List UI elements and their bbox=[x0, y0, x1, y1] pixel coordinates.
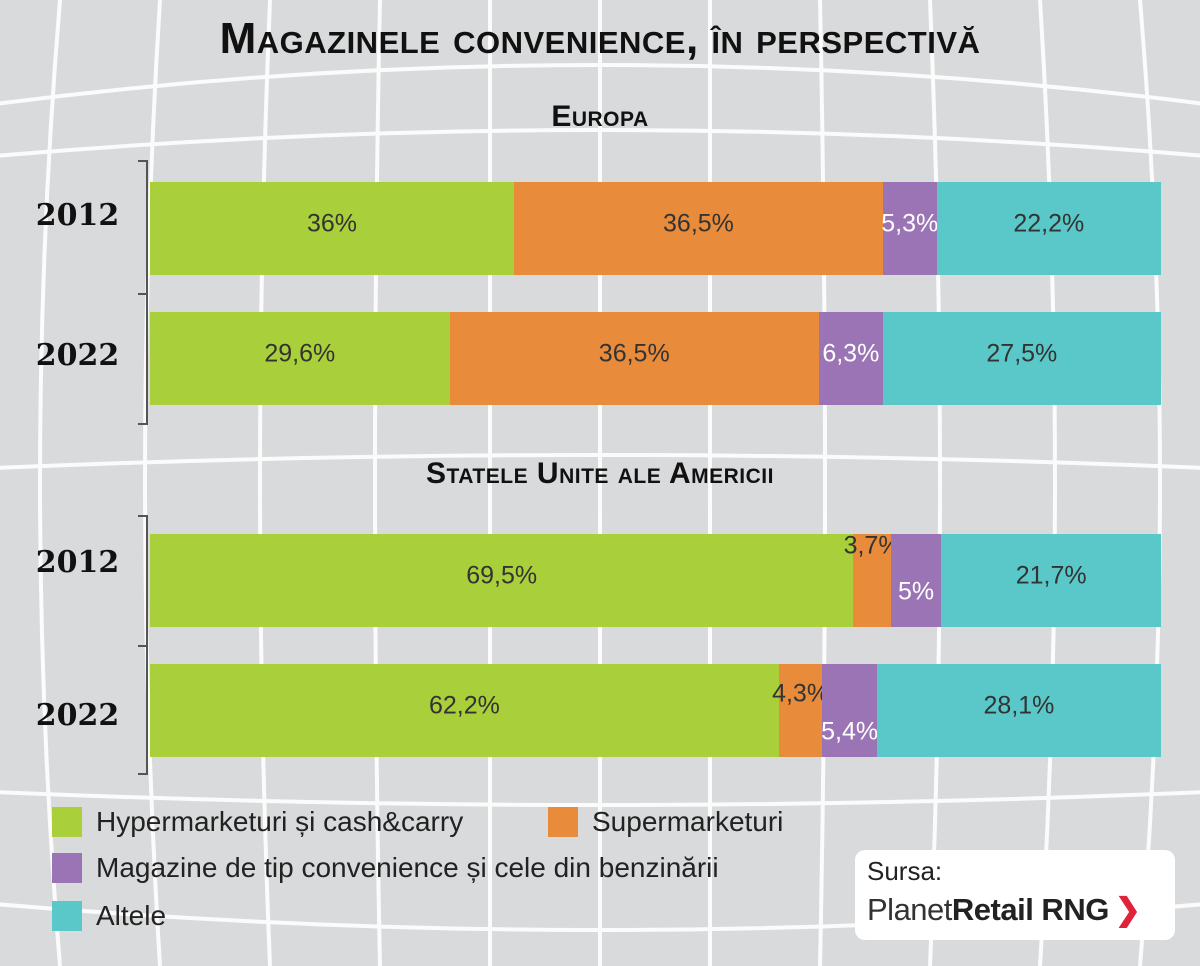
legend-swatch bbox=[52, 901, 82, 931]
data-label: 4,3% bbox=[772, 679, 830, 707]
chart-title: Magazinele convenience, în perspectivă bbox=[219, 14, 981, 63]
data-label: 36% bbox=[306, 209, 357, 237]
axis-tick bbox=[138, 645, 148, 647]
data-label: 29,6% bbox=[264, 339, 336, 367]
data-label: 62,2% bbox=[428, 691, 500, 719]
bar-segment bbox=[778, 664, 823, 757]
legend-item: Hypermarketuri și cash&carry bbox=[52, 806, 463, 838]
europe-subtitle: Europa bbox=[551, 100, 649, 133]
legend-item: Magazine de tip convenience și cele din … bbox=[52, 852, 719, 884]
bar-segment bbox=[513, 182, 883, 275]
data-label: 21,7% bbox=[1015, 561, 1087, 589]
bar-segment bbox=[853, 534, 891, 627]
data-label: 27,5% bbox=[986, 339, 1058, 367]
axis-tick bbox=[138, 423, 148, 425]
planet-retail-logo: PlanetRetail RNG ❯ bbox=[867, 892, 1141, 928]
bar-europe-2012: 36% 36,5% 5,3% 22,2% bbox=[150, 182, 1161, 275]
axis-tick bbox=[138, 773, 148, 775]
legend-swatch bbox=[52, 853, 82, 883]
legend-item: Altele bbox=[52, 900, 166, 932]
bar-usa-2012: 69,5% 3,7% 5% 21,7% bbox=[150, 531, 1161, 627]
legend-item: Supermarketuri bbox=[548, 806, 783, 838]
bar-segment bbox=[876, 664, 1161, 757]
legend-label: Altele bbox=[96, 900, 167, 931]
year-label: 2022 bbox=[35, 338, 120, 373]
data-label: 36,5% bbox=[598, 339, 670, 367]
axis-tick bbox=[138, 160, 148, 162]
data-label: 6,3% bbox=[822, 339, 880, 367]
year-label: 2012 bbox=[35, 198, 120, 233]
bar-segment bbox=[150, 534, 854, 627]
bar-segment bbox=[449, 312, 819, 405]
bar-segment bbox=[822, 664, 877, 757]
data-label: 28,1% bbox=[983, 691, 1055, 719]
data-label: 5% bbox=[898, 577, 935, 605]
bar-europe-2022: 29,6% 36,5% 6,3% 27,5% bbox=[150, 312, 1161, 405]
bar-segment bbox=[882, 182, 937, 275]
chevron-right-icon: ❯ bbox=[1114, 892, 1141, 927]
bar-segment bbox=[150, 182, 514, 275]
year-label: 2012 bbox=[35, 545, 120, 580]
bar-segment bbox=[150, 312, 450, 405]
data-label: 5,3% bbox=[881, 209, 939, 237]
bar-segment bbox=[818, 312, 883, 405]
legend-label: Magazine de tip convenience și cele din … bbox=[96, 852, 719, 883]
source-box: Sursa: PlanetRetail RNG ❯ bbox=[855, 850, 1175, 940]
legend-swatch bbox=[548, 807, 578, 837]
logo-text-light: Planet bbox=[867, 892, 952, 927]
logo-text-bold: Retail RNG bbox=[951, 892, 1109, 927]
legend-swatch bbox=[52, 807, 82, 837]
bar-segment bbox=[890, 534, 942, 627]
data-label: 36,5% bbox=[663, 209, 734, 237]
usa-subtitle: Statele Unite ale Americii bbox=[426, 457, 774, 490]
bar-segment bbox=[936, 182, 1161, 275]
legend-label: Hypermarketuri și cash&carry bbox=[96, 806, 464, 837]
source-label: Sursa: bbox=[867, 856, 943, 886]
bar-usa-2022: 62,2% 4,3% 5,4% 28,1% bbox=[150, 664, 1161, 757]
legend-label: Supermarketuri bbox=[592, 806, 784, 837]
data-label: 22,2% bbox=[1013, 209, 1085, 237]
bar-segment bbox=[150, 664, 779, 757]
axis-tick bbox=[138, 293, 148, 295]
data-label: 5,4% bbox=[821, 717, 879, 745]
axis-tick bbox=[138, 515, 148, 517]
year-label: 2022 bbox=[35, 698, 120, 733]
bar-segment bbox=[882, 312, 1161, 405]
data-label: 69,5% bbox=[466, 561, 538, 589]
europe-axis bbox=[146, 160, 148, 425]
bar-segment bbox=[941, 534, 1161, 627]
